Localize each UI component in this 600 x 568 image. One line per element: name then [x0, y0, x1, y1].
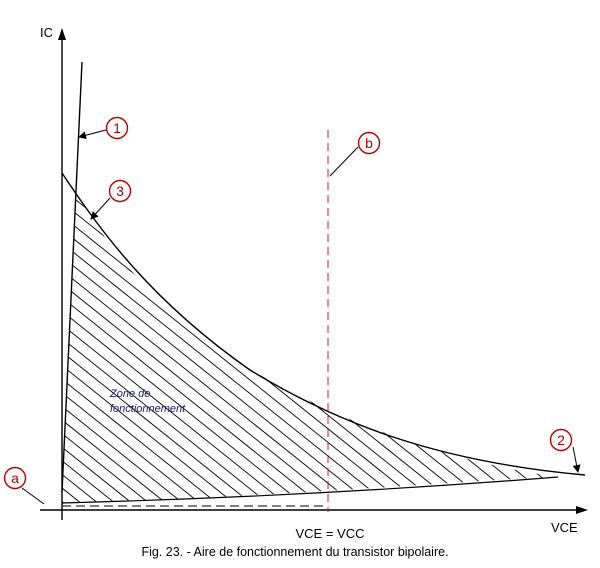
marker-2: 2 — [549, 428, 573, 452]
figure-caption: Fig. 23. - Aire de fonctionnement du tra… — [141, 545, 448, 559]
svg-text:b: b — [365, 135, 373, 151]
leader-b — [329, 146, 359, 177]
svg-text:a: a — [11, 470, 19, 486]
marker-a: a — [3, 466, 27, 490]
max-power-curve — [61, 172, 586, 476]
marker-b: b — [357, 131, 381, 155]
zone-label-line1: Zone de — [109, 388, 150, 400]
svg-text:2: 2 — [557, 432, 565, 448]
y-axis-label: IC — [40, 25, 53, 40]
vce-vcc-label: VCE = VCC — [296, 526, 365, 541]
y-axis-arrow — [58, 28, 66, 40]
svg-text:3: 3 — [116, 183, 124, 199]
marker-3: 3 — [108, 179, 132, 203]
cutoff-curve — [61, 476, 559, 504]
x-axis-label: VCE — [551, 520, 578, 535]
leader-a — [21, 487, 45, 505]
operating-zone-hatch — [62, 187, 558, 503]
leader-3 — [90, 197, 111, 220]
svg-text:1: 1 — [113, 120, 121, 136]
leader-1 — [78, 129, 107, 140]
zone-label-line2: fonctionnement — [110, 403, 186, 415]
marker-1: 1 — [105, 116, 129, 140]
x-axis-arrow — [576, 506, 588, 514]
leader-2 — [572, 446, 581, 473]
